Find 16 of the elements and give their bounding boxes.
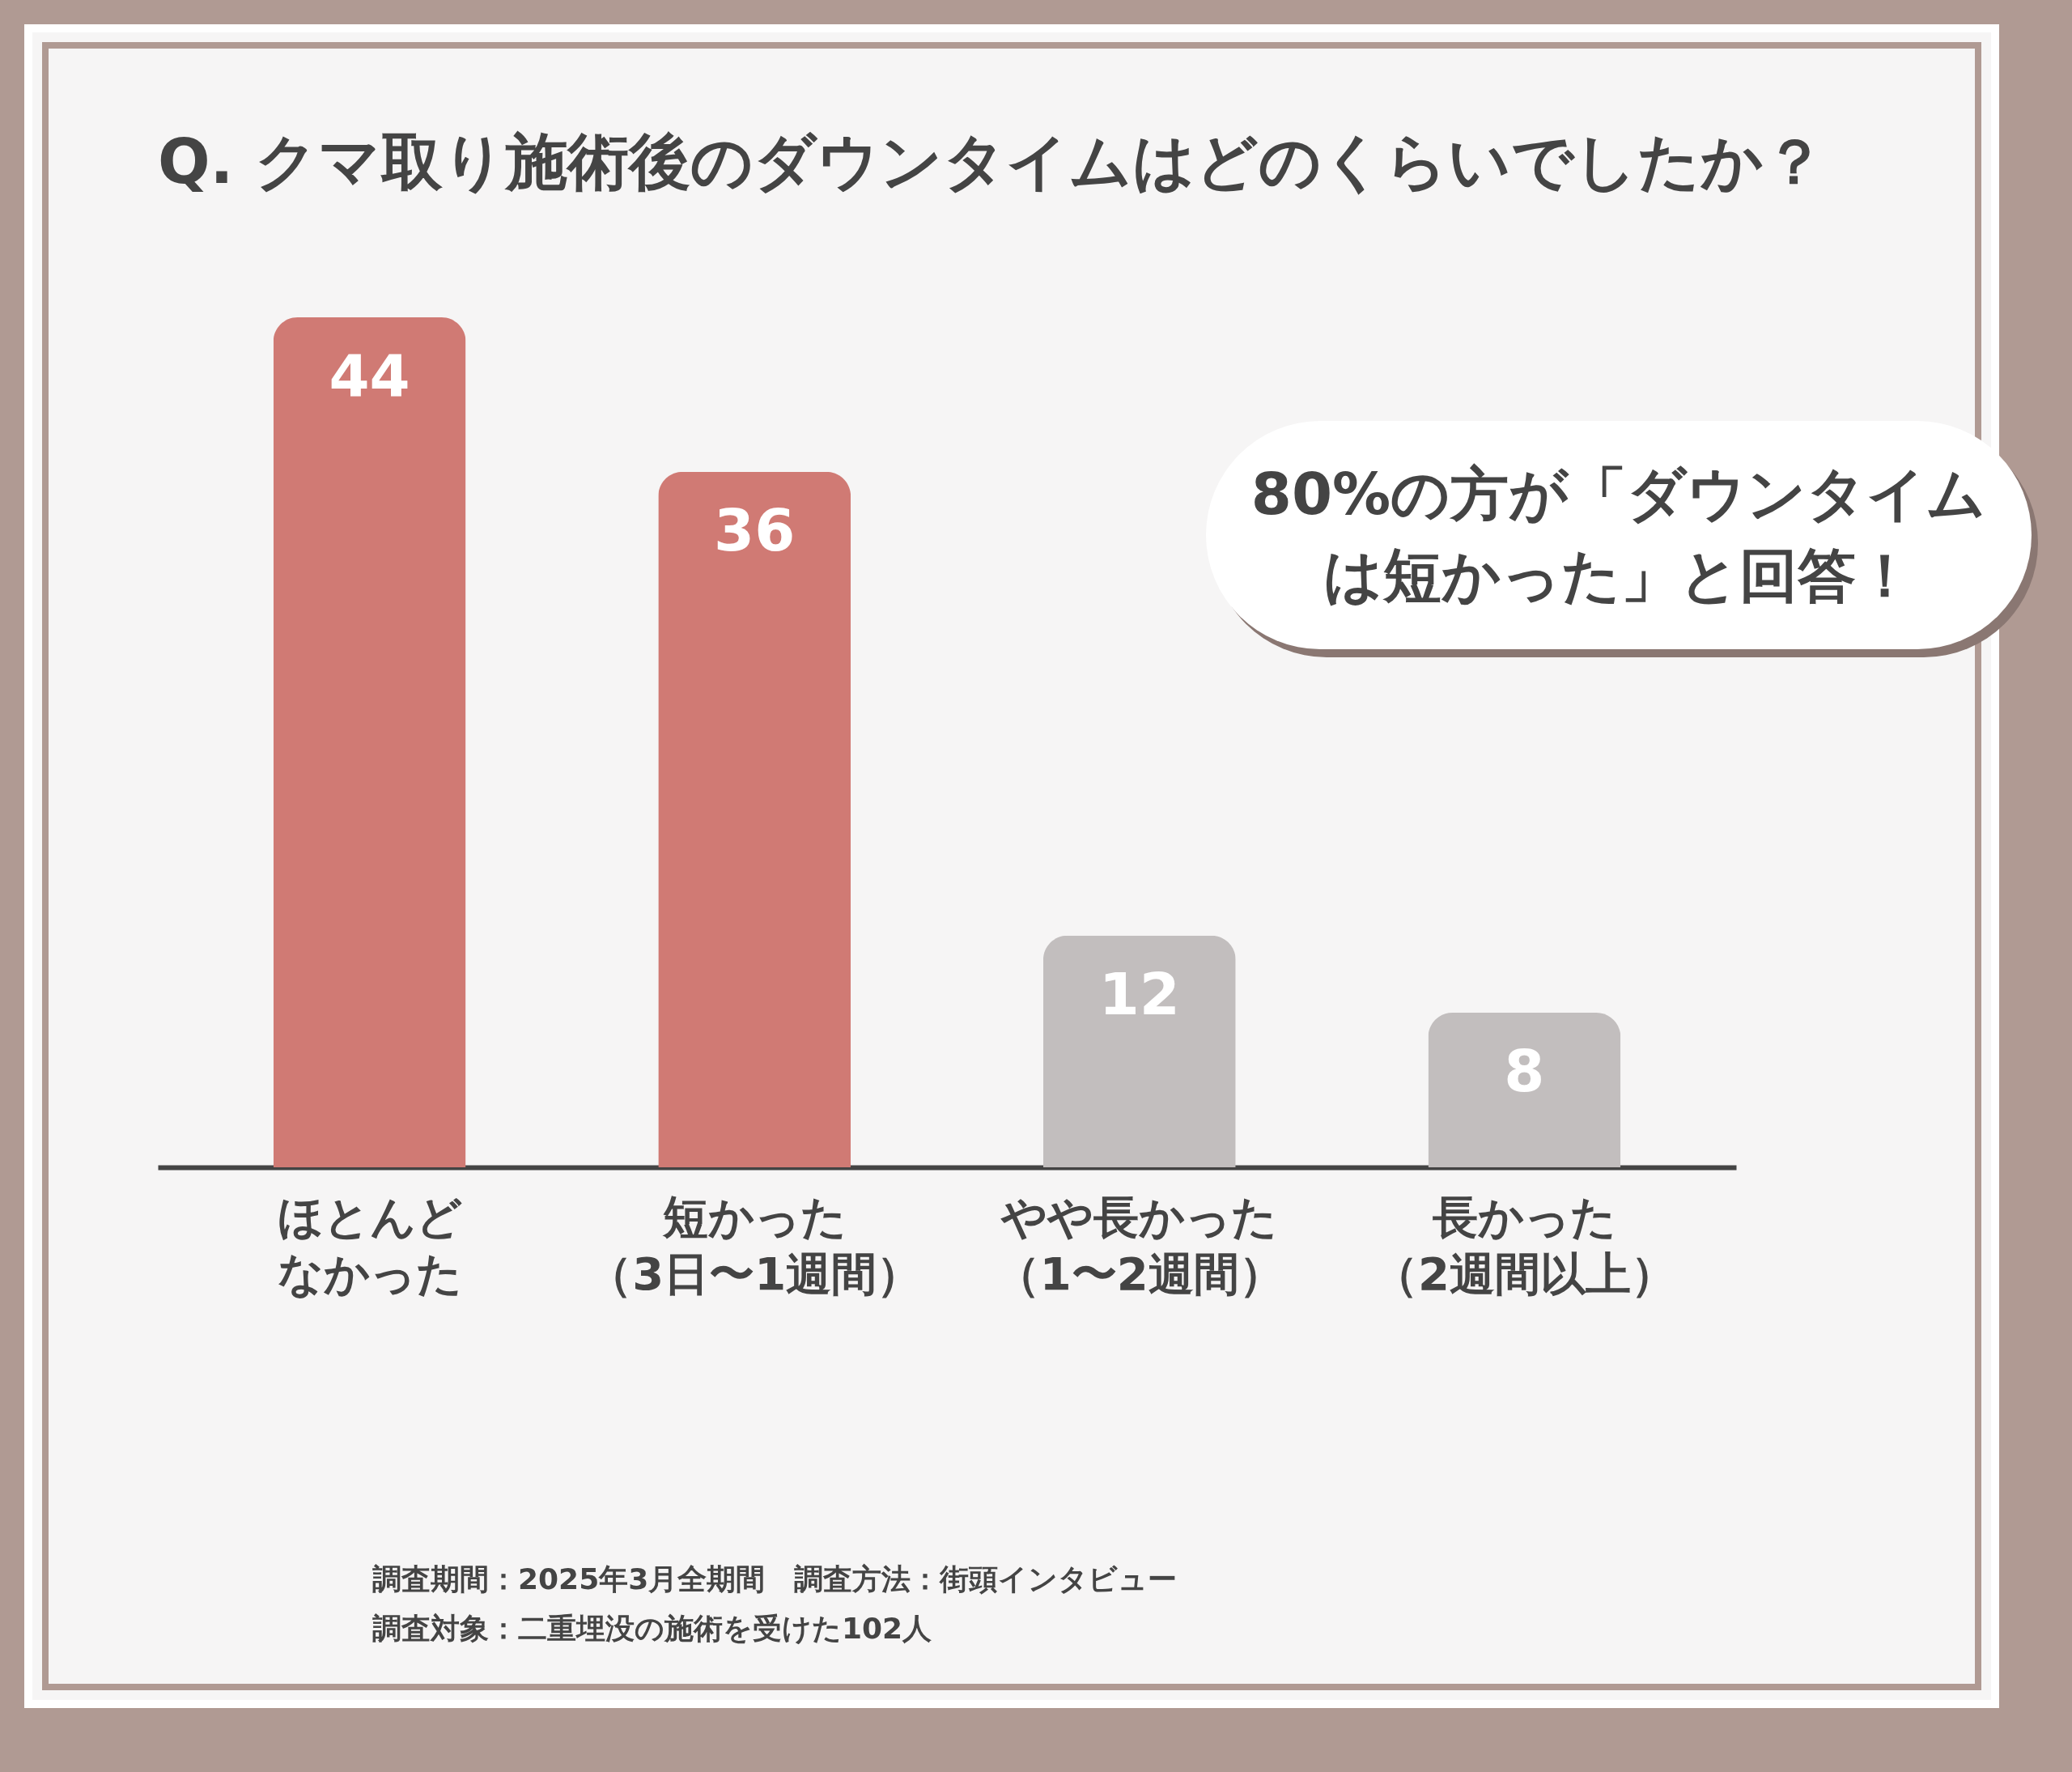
bar bbox=[273, 317, 466, 1167]
data-label: 44 bbox=[329, 342, 410, 410]
x-tick-label: ほとんどなかった bbox=[277, 1190, 462, 1300]
annotation: 80%の方が「ダウンタイムは短かった」と回答！ bbox=[1250, 460, 1987, 610]
bar bbox=[1428, 1013, 1621, 1167]
text: 調査対象：二重埋没の施術を受けた102人 bbox=[372, 1611, 933, 1647]
x-tick-label: やや長かった（1〜2週間） bbox=[994, 1190, 1284, 1300]
text: 調査期間：2025年3月全期間 調査方法：街頭インタビュー bbox=[372, 1562, 1178, 1597]
data-label: 12 bbox=[1098, 959, 1180, 1028]
data-label: 8 bbox=[1504, 1037, 1545, 1106]
chart-title: Q. クマ取り施術後のダウンタイムはどのくらいでしたか？ bbox=[158, 125, 1825, 198]
x-tick-label: 長かった（2週間以上） bbox=[1372, 1190, 1676, 1300]
bar bbox=[658, 471, 851, 1167]
bar bbox=[1042, 935, 1236, 1167]
x-tick-label: 短かった（3日〜1週間） bbox=[587, 1190, 923, 1300]
data-label: 36 bbox=[714, 495, 796, 564]
